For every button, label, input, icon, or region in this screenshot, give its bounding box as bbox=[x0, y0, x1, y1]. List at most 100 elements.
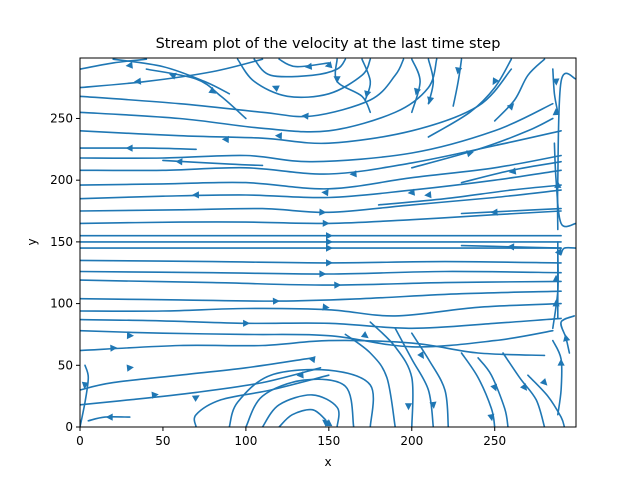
streamline bbox=[80, 189, 562, 214]
streamline-arrowhead bbox=[81, 381, 89, 390]
streamline bbox=[427, 58, 513, 138]
streamline-arrowhead bbox=[322, 303, 330, 311]
streamline bbox=[377, 184, 562, 206]
x-tick-label: 200 bbox=[400, 434, 423, 448]
streamline-arrowhead bbox=[417, 351, 424, 359]
streamline bbox=[493, 58, 546, 122]
chart-title: Stream plot of the velocity at the last … bbox=[156, 36, 501, 52]
streamline bbox=[87, 416, 131, 422]
streamline-arrowhead bbox=[272, 297, 280, 305]
streamline bbox=[553, 142, 576, 228]
streamline-arrowhead bbox=[539, 378, 548, 386]
streamline bbox=[80, 58, 148, 70]
streamline bbox=[477, 357, 509, 427]
streamline-arrowhead bbox=[455, 67, 463, 75]
streamline bbox=[145, 68, 247, 120]
streamline-arrowhead bbox=[191, 191, 199, 199]
streamline-arrowhead bbox=[105, 413, 113, 421]
streamline bbox=[80, 169, 562, 200]
streamline bbox=[394, 327, 435, 427]
y-tick-label: 50 bbox=[58, 358, 73, 372]
streamline-arrowhead bbox=[324, 61, 333, 69]
streamline-arrowhead bbox=[110, 344, 118, 352]
plot-area-frame bbox=[79, 57, 577, 428]
x-tick-label: 0 bbox=[76, 434, 84, 448]
streamline-arrowhead bbox=[552, 299, 560, 307]
streamline-arrowhead bbox=[404, 403, 413, 411]
streamline-arrowhead bbox=[520, 383, 528, 391]
streamline bbox=[80, 279, 562, 286]
streamline bbox=[261, 394, 340, 427]
streamline-arrowhead bbox=[326, 238, 333, 246]
streamline-arrowhead bbox=[552, 274, 560, 282]
streamline-arrowhead bbox=[151, 391, 159, 399]
streamline-arrowhead bbox=[322, 419, 330, 427]
streamline-arrowhead bbox=[508, 167, 517, 175]
streamline-arrowhead bbox=[554, 248, 562, 256]
streamline-arrowhead bbox=[319, 270, 327, 278]
streamline-arrowhead bbox=[274, 132, 282, 140]
streamline bbox=[80, 329, 554, 348]
streamline bbox=[112, 58, 231, 95]
streamline bbox=[80, 270, 562, 275]
streamline-arrowhead bbox=[487, 413, 495, 422]
streamline bbox=[344, 333, 396, 427]
streamline bbox=[80, 317, 562, 330]
streamline bbox=[452, 58, 463, 107]
streamline bbox=[502, 352, 546, 427]
streamline-arrowhead bbox=[349, 170, 357, 178]
streamline bbox=[552, 68, 559, 114]
streamline-arrowhead bbox=[429, 401, 437, 409]
streamline-arrowhead bbox=[296, 371, 304, 379]
streamline bbox=[411, 117, 554, 169]
streamline-arrowhead bbox=[208, 86, 217, 94]
streamline bbox=[80, 364, 90, 427]
streamline bbox=[253, 58, 347, 78]
streamline bbox=[80, 339, 546, 357]
streamline bbox=[560, 246, 576, 255]
arrowheads-group bbox=[81, 61, 571, 427]
streamline bbox=[278, 408, 327, 427]
y-axis-label: y bbox=[25, 238, 39, 245]
y-tick-label: 200 bbox=[50, 173, 73, 187]
streamline-arrowhead bbox=[333, 76, 341, 84]
x-tick-label: 50 bbox=[155, 434, 170, 448]
streamline bbox=[80, 367, 322, 406]
streamline bbox=[80, 102, 554, 163]
streamlines-group bbox=[80, 58, 576, 427]
streamline bbox=[411, 58, 421, 114]
streamline-arrowhead bbox=[221, 135, 229, 144]
streamline-arrowhead bbox=[304, 62, 313, 70]
streamline-arrowhead bbox=[175, 158, 183, 166]
x-axis-label: x bbox=[324, 455, 331, 469]
streamline-arrowhead bbox=[490, 208, 498, 216]
streamline bbox=[460, 352, 496, 427]
streamline bbox=[278, 58, 330, 68]
streamline bbox=[560, 315, 576, 354]
streamline-arrowhead bbox=[243, 319, 251, 327]
streamline-arrowhead bbox=[321, 189, 329, 197]
streamline-arrowhead bbox=[427, 96, 435, 105]
streamline bbox=[245, 378, 355, 427]
streamline-arrowhead bbox=[364, 90, 372, 98]
streamline bbox=[527, 374, 566, 427]
streamline-arrowhead bbox=[126, 364, 134, 372]
streamline bbox=[411, 332, 450, 427]
streamline bbox=[460, 207, 562, 215]
streamline-arrowhead bbox=[271, 85, 280, 92]
streamline-arrowhead bbox=[563, 334, 571, 342]
y-tick-label: 100 bbox=[50, 297, 73, 311]
streamline bbox=[552, 339, 563, 416]
streamline-arrowhead bbox=[334, 281, 342, 289]
streamline-arrowhead bbox=[168, 72, 177, 80]
streamline bbox=[334, 58, 372, 114]
x-tick-label: 150 bbox=[317, 434, 340, 448]
x-tick-label: 100 bbox=[234, 434, 257, 448]
streamline-arrowhead bbox=[552, 78, 560, 86]
streamline bbox=[460, 160, 562, 184]
streamline bbox=[80, 58, 264, 89]
streamline-arrowhead bbox=[301, 112, 309, 120]
streamline-arrowhead bbox=[507, 243, 515, 251]
